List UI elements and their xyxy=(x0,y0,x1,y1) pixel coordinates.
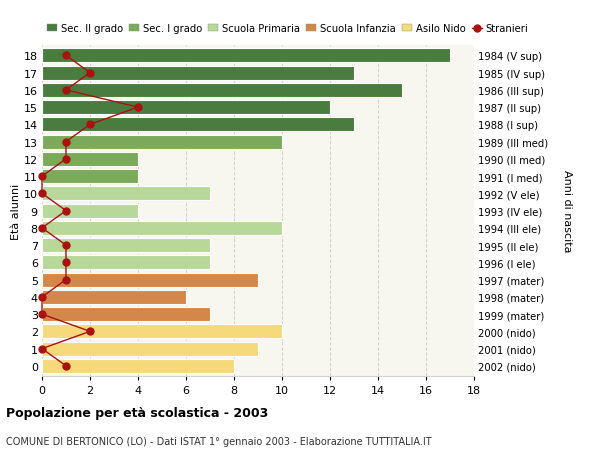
Text: Popolazione per età scolastica - 2003: Popolazione per età scolastica - 2003 xyxy=(6,406,268,419)
Bar xyxy=(42,187,210,201)
Bar xyxy=(42,152,138,167)
Text: COMUNE DI BERTONICO (LO) - Dati ISTAT 1° gennaio 2003 - Elaborazione TUTTITALIA.: COMUNE DI BERTONICO (LO) - Dati ISTAT 1°… xyxy=(6,436,431,446)
Bar xyxy=(42,359,234,373)
Bar xyxy=(42,290,186,304)
Bar xyxy=(42,135,282,149)
Bar xyxy=(42,221,282,235)
Legend: Sec. II grado, Sec. I grado, Scuola Primaria, Scuola Infanzia, Asilo Nido, Stran: Sec. II grado, Sec. I grado, Scuola Prim… xyxy=(47,24,529,34)
Bar xyxy=(42,239,210,252)
Bar xyxy=(42,67,354,80)
Bar xyxy=(42,118,354,132)
Bar xyxy=(42,273,258,287)
Y-axis label: Anni di nascita: Anni di nascita xyxy=(562,170,572,252)
Bar xyxy=(42,342,258,356)
Bar xyxy=(42,101,330,115)
Bar xyxy=(42,84,402,98)
Y-axis label: Età alunni: Età alunni xyxy=(11,183,21,239)
Bar xyxy=(42,308,210,321)
Bar xyxy=(42,204,138,218)
Bar xyxy=(42,325,282,339)
Bar xyxy=(42,49,450,63)
Bar xyxy=(42,256,210,270)
Bar xyxy=(42,170,138,184)
